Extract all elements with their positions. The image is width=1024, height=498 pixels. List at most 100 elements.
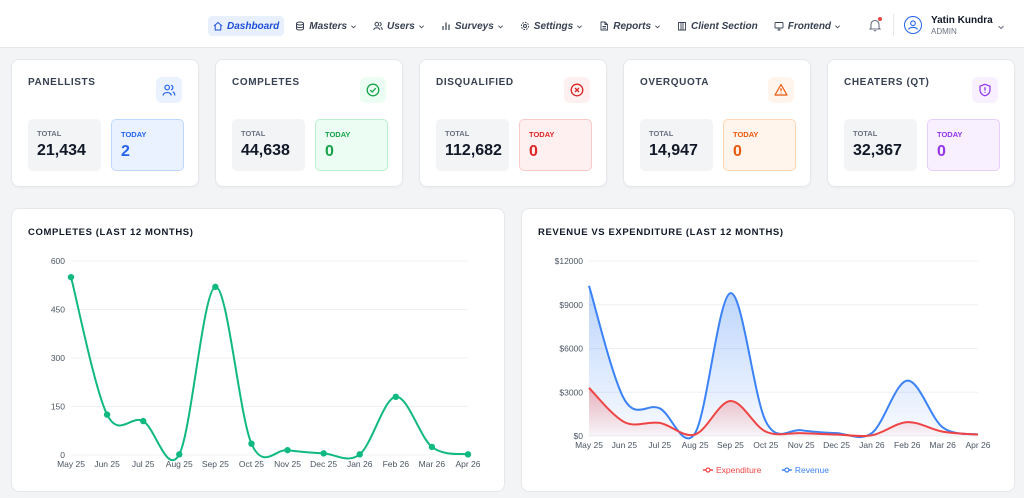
- card-completes: COMPLETES TOTAL 44,638 TODAY 0: [215, 59, 403, 187]
- total-label: TOTAL: [649, 129, 674, 138]
- today-label: TODAY: [733, 130, 759, 139]
- nav-surveys[interactable]: Surveys: [436, 16, 509, 36]
- x-tick-label: Dec 25: [310, 459, 337, 469]
- today-label: TODAY: [529, 130, 555, 139]
- y-tick-label: $12000: [555, 256, 584, 266]
- nav-reports[interactable]: Reports: [594, 16, 666, 36]
- card-title: COMPLETES: [232, 77, 300, 88]
- x-tick-label: Nov 25: [788, 440, 815, 450]
- today-value: 0: [529, 143, 538, 160]
- card-title: DISQUALIFIED: [436, 77, 514, 88]
- building-icon: [678, 22, 687, 31]
- total-label: TOTAL: [853, 129, 878, 138]
- chart-title: REVENUE VS EXPENDITURE (LAST 12 MONTHS): [538, 227, 784, 238]
- x-tick-label: May 25: [57, 459, 85, 469]
- nav-masters-label: Masters: [309, 20, 348, 32]
- x-circle-icon: [570, 83, 584, 97]
- chevron-down-icon: [418, 24, 424, 28]
- series-line-expenditure: [588, 387, 979, 438]
- card-icon-box: [360, 77, 386, 103]
- x-tick-label: Jul 25: [648, 440, 671, 450]
- y-tick-label: 600: [51, 256, 65, 266]
- total-label: TOTAL: [445, 129, 470, 138]
- completes-chart-panel: COMPLETES (LAST 12 MONTHS) 0 150 300 450 600…: [11, 208, 505, 492]
- today-stat: TODAY 0: [927, 119, 1000, 171]
- data-point: [428, 443, 436, 451]
- card-icon-box: [564, 77, 590, 103]
- nav-dashboard-label: Dashboard: [227, 20, 280, 32]
- legend-entry: Expenditure: [716, 465, 762, 475]
- card-disqualified: DISQUALIFIED TOTAL 112,682 TODAY 0: [419, 59, 607, 187]
- card-panellists: PANELLISTS TOTAL 21,434 TODAY 2: [11, 59, 199, 187]
- user-name[interactable]: Yatin Kundra: [931, 15, 993, 26]
- today-stat: TODAY 0: [315, 119, 388, 171]
- card-title: CHEATERS (QT): [844, 77, 930, 88]
- card-icon-box: [768, 77, 794, 103]
- total-value: 32,367: [853, 142, 902, 159]
- chart-title: COMPLETES (LAST 12 MONTHS): [28, 227, 194, 238]
- nav-dashboard[interactable]: Dashboard: [208, 16, 285, 36]
- monitor-icon: [774, 22, 784, 31]
- users-icon: [373, 21, 383, 31]
- chevron-down-icon[interactable]: [997, 23, 1005, 31]
- today-label: TODAY: [325, 130, 351, 139]
- legend-marker-dot: [705, 467, 711, 473]
- nav-reports-label: Reports: [613, 20, 652, 32]
- x-tick-label: Sep 25: [717, 440, 744, 450]
- chevron-down-icon: [655, 24, 661, 28]
- nav-masters[interactable]: Masters: [290, 16, 362, 36]
- x-tick-label: Sep 25: [202, 459, 229, 469]
- revenue-chart-panel: REVENUE VS EXPENDITURE (LAST 12 MONTHS) …: [521, 208, 1015, 492]
- nav-users[interactable]: Users: [368, 16, 430, 36]
- data-point: [103, 411, 111, 418]
- chevron-down-icon: [497, 24, 503, 28]
- x-tick-label: Aug 25: [166, 459, 193, 469]
- completes-line-chart: 0 150 300 450 600 May 25 Jun 25 Jul 25 Aug 25 Sep…: [51, 256, 481, 469]
- x-tick-label: Apr 26: [455, 459, 480, 469]
- data-point: [176, 451, 183, 458]
- x-tick-label: Jun 25: [612, 440, 638, 450]
- total-value: 44,638: [241, 142, 290, 159]
- card-icon-box: [156, 77, 182, 103]
- chevron-down-icon: [835, 24, 841, 28]
- x-tick-label: Apr 26: [965, 440, 990, 450]
- x-tick-label: Jun 25: [94, 459, 120, 469]
- y-tick-label: $9000: [559, 300, 583, 310]
- total-label: TOTAL: [241, 129, 266, 138]
- x-tick-label: Jan 26: [859, 440, 885, 450]
- x-tick-label: Nov 25: [274, 459, 301, 469]
- bar-chart-icon: [442, 22, 450, 30]
- today-stat: TODAY 2: [111, 119, 184, 171]
- data-point: [248, 440, 255, 447]
- warning-icon: [774, 83, 788, 96]
- chevron-down-icon: [577, 24, 583, 28]
- notification-badge: [878, 17, 882, 21]
- y-tick-label: 0: [60, 450, 65, 460]
- x-tick-label: Oct 25: [753, 440, 778, 450]
- nav-settings[interactable]: Settings: [515, 16, 588, 36]
- today-stat: TODAY 0: [519, 119, 592, 171]
- x-tick-label: Mar 26: [929, 440, 956, 450]
- total-label: TOTAL: [37, 129, 62, 138]
- total-value: 21,434: [37, 142, 86, 159]
- nav-frontend[interactable]: Frontend: [769, 16, 846, 36]
- today-value: 0: [937, 143, 946, 160]
- card-title: OVERQUOTA: [640, 77, 710, 88]
- nav-frontend-label: Frontend: [787, 20, 832, 32]
- card-overquota: OVERQUOTA TOTAL 14,947 TODAY 0: [623, 59, 811, 187]
- x-tick-label: Jan 26: [347, 459, 373, 469]
- divider: [893, 14, 894, 36]
- series-line-revenue: [588, 285, 979, 440]
- nav-client-section[interactable]: Client Section: [672, 16, 763, 36]
- check-circle-icon: [366, 83, 380, 97]
- bell-icon[interactable]: [868, 18, 882, 32]
- top-navbar: Dashboard Masters Users Surveys Settings…: [0, 0, 1024, 48]
- file-icon: [600, 21, 609, 31]
- legend-entry: Revenue: [795, 465, 829, 475]
- y-tick-label: 150: [51, 402, 65, 412]
- users-icon: [162, 84, 176, 96]
- today-value: 0: [325, 143, 334, 160]
- user-avatar-icon[interactable]: [904, 16, 922, 34]
- gear-icon: [520, 21, 529, 31]
- today-value: 0: [733, 143, 742, 160]
